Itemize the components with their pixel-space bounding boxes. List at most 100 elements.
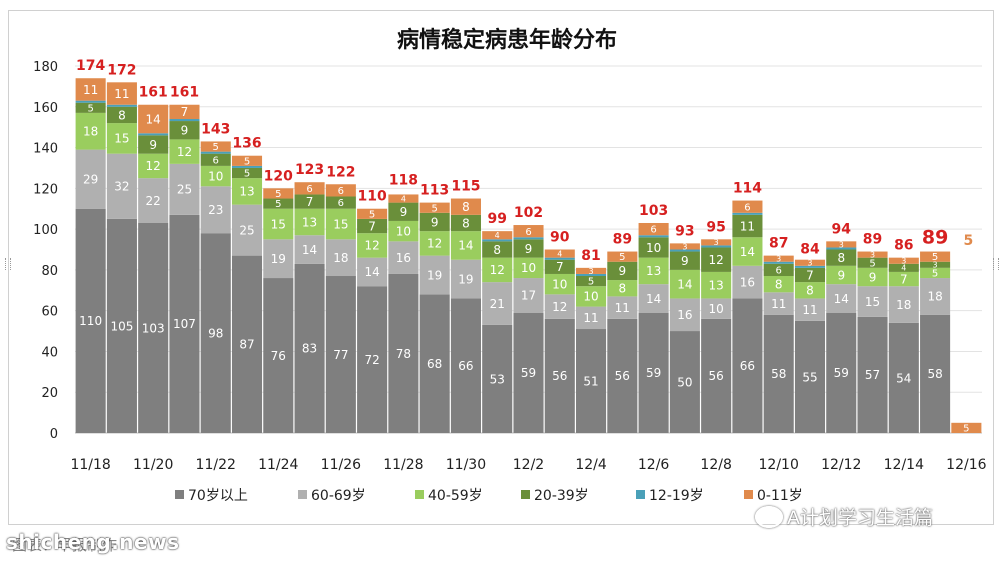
total-label: 89 [613,232,632,248]
bar-segment [200,153,231,166]
segment-value-label: 14 [646,292,661,306]
segment-value-label: 16 [396,251,411,265]
segment-value-label: 16 [740,275,755,289]
segment-value-label: 103 [142,321,165,335]
total-label: 143 [201,121,230,137]
segment-value-label: 5 [963,424,969,435]
segment-value-label: 13 [302,215,317,229]
bar-segment [920,278,951,315]
segment-value-label: 107 [173,317,196,331]
segment-value-label: 58 [927,367,942,381]
legend-label: 70岁以上 [188,488,248,504]
x-tick-label: 11/28 [383,457,423,473]
bar-segment [106,218,137,433]
bar-segment [638,312,669,433]
segment-value-label: 13 [646,264,661,278]
bar-segment [325,276,356,433]
bar-segment [888,271,919,287]
segment-value-label: 7 [306,195,314,209]
segment-value-label: 10 [208,169,223,183]
bar-segment [450,198,481,215]
bar-segment [669,298,700,332]
bar-segment [669,331,700,433]
legend-swatch [298,490,307,499]
bar-segment [701,298,732,319]
bar-segment [638,235,669,238]
bar-segment [231,167,263,179]
x-tick-label: 12/2 [513,457,544,473]
segment-value-label: 66 [740,359,755,373]
bar-segment [263,208,294,240]
total-label: 87 [769,236,788,252]
segment-value-label: 5 [213,142,219,153]
segment-value-label: 59 [521,366,536,380]
segment-value-label: 59 [834,366,849,380]
segment-value-label: 4 [557,249,562,258]
bar-segment [294,182,325,195]
y-tick-label: 140 [33,142,58,157]
total-label: 90 [550,230,570,246]
bar-segment [138,104,169,134]
segment-value-label: 10 [646,241,661,255]
bar-segment [763,255,794,262]
bar-segment [888,263,919,272]
segment-value-label: 11 [771,297,786,311]
segment-value-label: 9 [525,242,533,256]
segment-value-label: 3 [807,259,812,268]
bar-segment [544,318,575,433]
total-label: 110 [358,189,387,205]
bar-segment [200,141,231,152]
bar-segment [200,165,231,187]
bar-segment [794,282,826,299]
bar-segment [701,239,732,246]
y-tick-label: 180 [33,60,58,75]
segment-value-label: 10 [709,302,724,316]
bar-segment [513,239,544,258]
bar-segment [607,296,638,319]
bar-segment [450,298,481,433]
bar-segment [388,273,419,433]
bar-segment [231,255,263,433]
segment-value-label: 11 [740,219,755,233]
y-tick-label: 100 [33,223,58,238]
x-tick-label: 12/14 [884,457,924,473]
segment-value-label: 68 [427,357,442,371]
x-tick-label: 11/26 [321,457,361,473]
bar-segment [388,202,419,221]
bar-segment [138,222,169,433]
bar-segment [106,82,137,105]
legend-label: 20-39岁 [534,488,589,504]
bar-segment [357,257,388,287]
resize-handle-right[interactable] [993,258,999,270]
bar-segment [106,123,137,154]
bar-segment [450,214,481,232]
bar-segment [357,218,388,234]
bar-segment [763,292,794,315]
watermark-text: A计划学习生活篇 [787,507,933,529]
segment-value-label: 19 [271,252,286,266]
source-logo: shicheng.news [6,530,180,554]
bar-segment [106,153,137,219]
bar-segment [857,267,888,287]
bar-segment [638,257,669,285]
segment-value-label: 87 [239,338,254,352]
bar-segment [857,251,888,258]
legend-label: 40-59岁 [428,488,483,504]
watermark: A计划学习生活篇 [755,503,933,530]
bar-segment [169,104,200,120]
y-tick-label: 40 [41,345,58,360]
bar-segment [826,249,857,266]
bar-segment [732,212,763,215]
segment-value-label: 15 [865,295,880,309]
total-label: 118 [389,172,418,188]
segment-value-label: 14 [834,292,849,306]
segment-value-label: 83 [302,342,317,356]
total-label: 99 [487,211,506,227]
segment-value-label: 3 [870,250,875,259]
bar-segment [75,208,106,433]
resize-handle-left[interactable] [5,258,11,270]
bar-segment [325,184,356,197]
segment-value-label: 14 [740,245,755,259]
bar-segment [482,239,513,242]
segment-value-label: 21 [490,297,505,311]
